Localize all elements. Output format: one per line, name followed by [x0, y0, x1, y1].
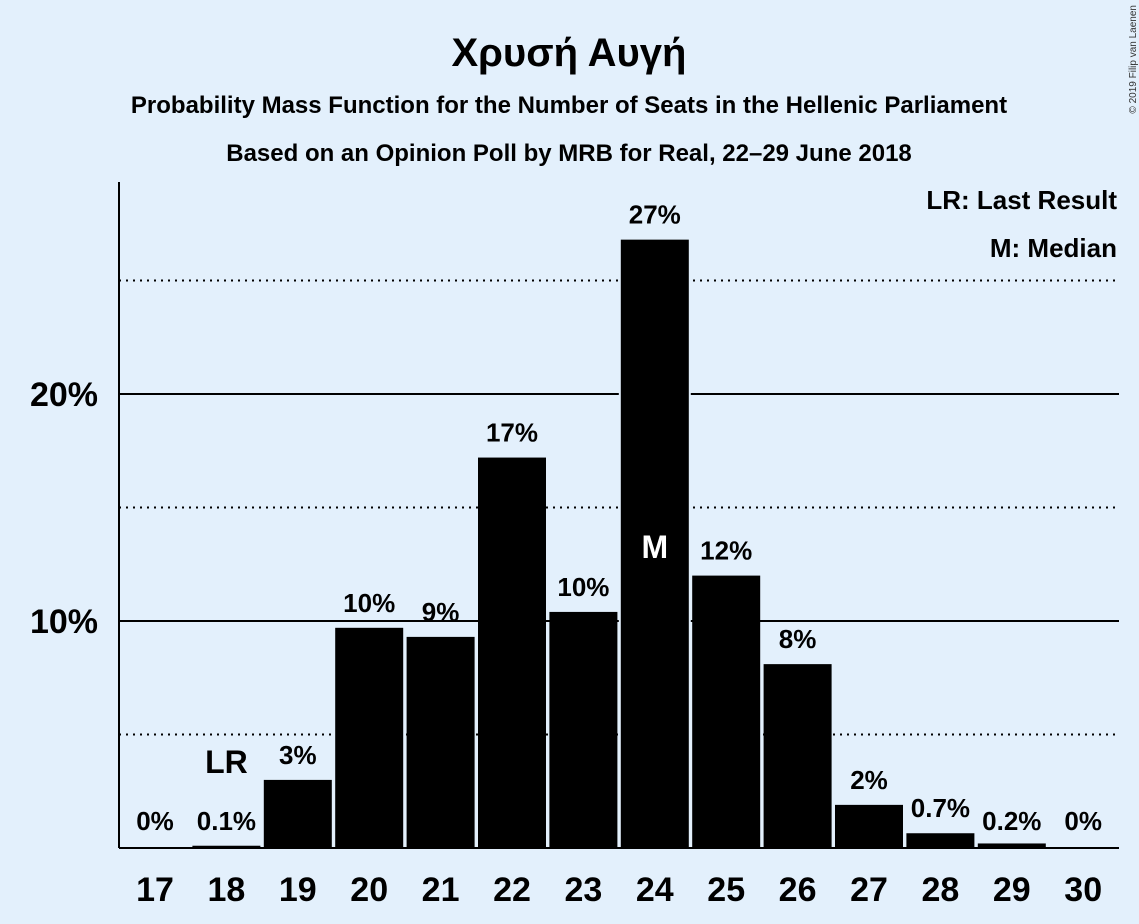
bar-seat-26	[763, 664, 832, 848]
bar-seat-21	[406, 636, 475, 848]
x-tick-label: 29	[993, 871, 1031, 909]
x-tick-label: 18	[207, 871, 245, 909]
value-label-27: 2%	[850, 765, 888, 795]
x-tick-label: 30	[1064, 871, 1102, 909]
bar-seat-24	[620, 239, 689, 848]
last-result-marker: LR	[205, 744, 248, 780]
chart-title: Χρυσή Αυγή	[452, 31, 687, 75]
value-label-18: 0.1%	[197, 806, 256, 836]
y-axis-ticks: 10% 20%	[30, 376, 98, 641]
chart-subtitle-source: Based on an Opinion Poll by MRB for Real…	[226, 140, 912, 167]
value-label-19: 3%	[279, 740, 317, 770]
legend-median: M: Median	[990, 233, 1117, 263]
x-tick-label: 25	[707, 871, 745, 909]
x-tick-label: 24	[636, 871, 674, 909]
bar-seat-18	[192, 845, 261, 848]
x-tick-label: 28	[921, 871, 959, 909]
y-tick-label: 10%	[30, 603, 98, 641]
median-marker: M	[641, 529, 668, 565]
x-axis-ticks: 17 18 19 20 21 22 23 24 25 26 27 28 29 30	[136, 871, 1102, 909]
bar-seat-22	[478, 457, 546, 848]
value-label-29: 0.2%	[982, 806, 1041, 836]
bar-seat-28	[906, 833, 975, 848]
bar-seat-29	[977, 843, 1046, 848]
bar-seat-20	[335, 627, 404, 848]
value-label-28: 0.7%	[911, 793, 970, 823]
value-label-24: 27%	[629, 200, 681, 230]
x-tick-label: 23	[564, 871, 602, 909]
value-label-23: 10%	[557, 572, 609, 602]
value-label-21: 9%	[422, 597, 460, 627]
y-tick-label: 20%	[30, 376, 98, 414]
x-tick-label: 26	[779, 871, 817, 909]
bar-seat-27	[835, 804, 903, 848]
x-tick-label: 21	[422, 871, 460, 909]
chart-subtitle-description: Probability Mass Function for the Number…	[131, 92, 1007, 119]
value-label-20: 10%	[343, 588, 395, 618]
x-tick-label: 20	[350, 871, 388, 909]
legend-last-result: LR: Last Result	[926, 185, 1117, 215]
copyright-notice: © 2019 Filip van Laenen	[1128, 5, 1139, 114]
x-tick-label: 17	[136, 871, 174, 909]
value-label-30: 0%	[1064, 806, 1102, 836]
x-tick-label: 22	[493, 871, 531, 909]
value-label-17: 0%	[136, 806, 174, 836]
x-tick-label: 27	[850, 871, 888, 909]
bars	[192, 239, 1046, 848]
bar-seat-23	[549, 611, 618, 848]
value-label-25: 12%	[700, 536, 752, 566]
value-labels: 0% 0.1% LR 3% 10% 9% 17% 10% 27% M 12% 8% 2% 0.7% 0.2%…	[136, 200, 1102, 836]
x-tick-label: 19	[279, 871, 317, 909]
bar-seat-25	[692, 575, 761, 848]
bar-seat-19	[263, 779, 332, 848]
value-label-26: 8%	[779, 624, 817, 654]
value-label-22: 17%	[486, 418, 538, 448]
